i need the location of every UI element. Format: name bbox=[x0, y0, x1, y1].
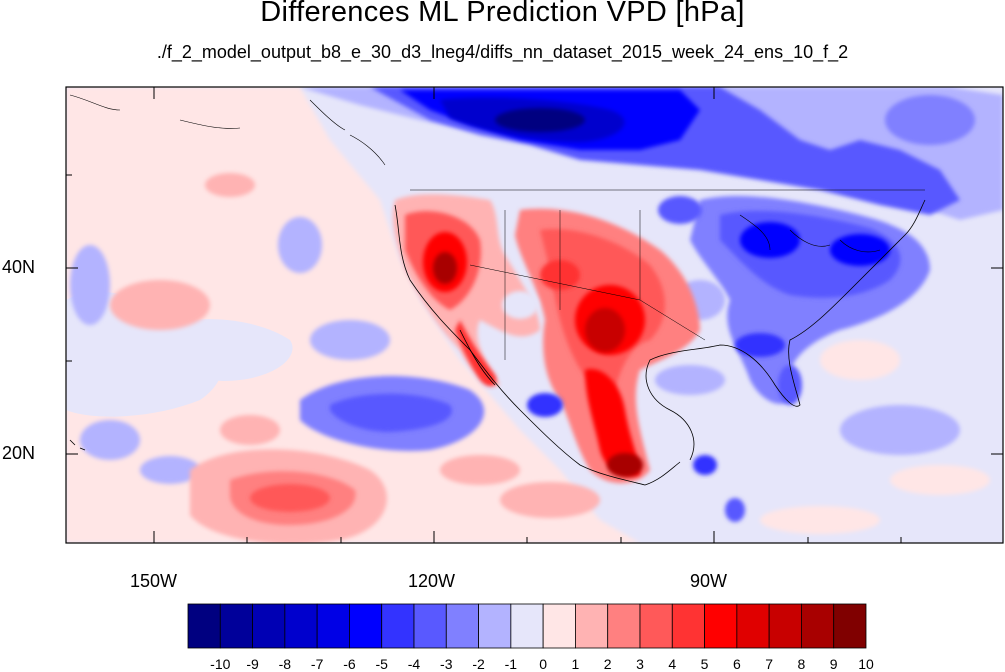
colorbar-tick-label: 9 bbox=[829, 656, 838, 672]
colorbar-tick-label: -1 bbox=[504, 656, 518, 672]
map-subtitle: ./f_2_model_output_b8_e_30_d3_lneg4/diff… bbox=[156, 42, 849, 62]
colorbar-swatch bbox=[833, 603, 867, 649]
colorbar-swatch bbox=[768, 603, 802, 649]
colorbar-tick-label: -4 bbox=[407, 656, 421, 672]
colorbar-swatch bbox=[478, 603, 512, 649]
colorbar-swatch bbox=[284, 603, 318, 649]
colorbar-swatch bbox=[510, 603, 544, 649]
colorbar bbox=[187, 603, 867, 649]
colorbar-swatch bbox=[575, 603, 609, 649]
lat-label-20n: 20N bbox=[2, 443, 36, 463]
colorbar-tick-label: 1 bbox=[571, 656, 580, 672]
colorbar-swatch bbox=[445, 603, 479, 649]
colorbar-swatch bbox=[671, 603, 705, 649]
colorbar-tick-label: 2 bbox=[603, 656, 612, 672]
colorbar-swatch bbox=[736, 603, 770, 649]
colorbar-tick-label: 3 bbox=[636, 656, 644, 672]
colorbar-swatch bbox=[413, 603, 447, 649]
colorbar-tick-label: 8 bbox=[797, 656, 806, 672]
colorbar-swatch bbox=[607, 603, 641, 649]
colorbar-tick-label: 7 bbox=[765, 656, 774, 672]
lat-label-40n: 40N bbox=[2, 257, 36, 277]
field-layer bbox=[66, 87, 1003, 543]
colorbar-swatch bbox=[704, 603, 738, 649]
colorbar-swatch bbox=[316, 603, 350, 649]
colorbar-swatch bbox=[187, 603, 221, 649]
coastlines bbox=[69, 94, 926, 486]
colorbar-tick-label: -9 bbox=[246, 656, 259, 672]
plot-frame bbox=[65, 86, 1004, 544]
colorbar-tick-label: -10 bbox=[210, 656, 231, 672]
colorbar-tick-label: -5 bbox=[375, 656, 388, 672]
colorbar-tick-label: -3 bbox=[440, 656, 453, 672]
colorbar-tick-label: 5 bbox=[700, 656, 709, 672]
colorbar-swatch bbox=[542, 603, 576, 649]
lon-label-90w: 90W bbox=[690, 571, 728, 591]
colorbar-tick-label: 0 bbox=[539, 656, 548, 672]
colorbar-tick-label: 4 bbox=[668, 656, 677, 672]
colorbar-swatch bbox=[219, 603, 253, 649]
lon-label-120w: 120W bbox=[408, 571, 456, 591]
colorbar-tick-label: -6 bbox=[343, 656, 356, 672]
colorbar-swatch bbox=[639, 603, 673, 649]
colorbar-swatch bbox=[349, 603, 383, 649]
colorbar-tick-label: 6 bbox=[732, 656, 741, 672]
lon-label-150w: 150W bbox=[130, 571, 178, 591]
colorbar-tick-label: -7 bbox=[310, 656, 324, 672]
colorbar-tick-label: 10 bbox=[858, 656, 874, 672]
colorbar-tick-label: -2 bbox=[472, 656, 485, 672]
colorbar-tick-label: -8 bbox=[278, 656, 292, 672]
colorbar-swatch bbox=[252, 603, 286, 649]
colorbar-swatch bbox=[381, 603, 415, 649]
colorbar-swatch bbox=[801, 603, 835, 649]
axis-ticks bbox=[66, 87, 1003, 543]
map-title: Differences ML Prediction VPD [hPa] bbox=[260, 0, 745, 28]
